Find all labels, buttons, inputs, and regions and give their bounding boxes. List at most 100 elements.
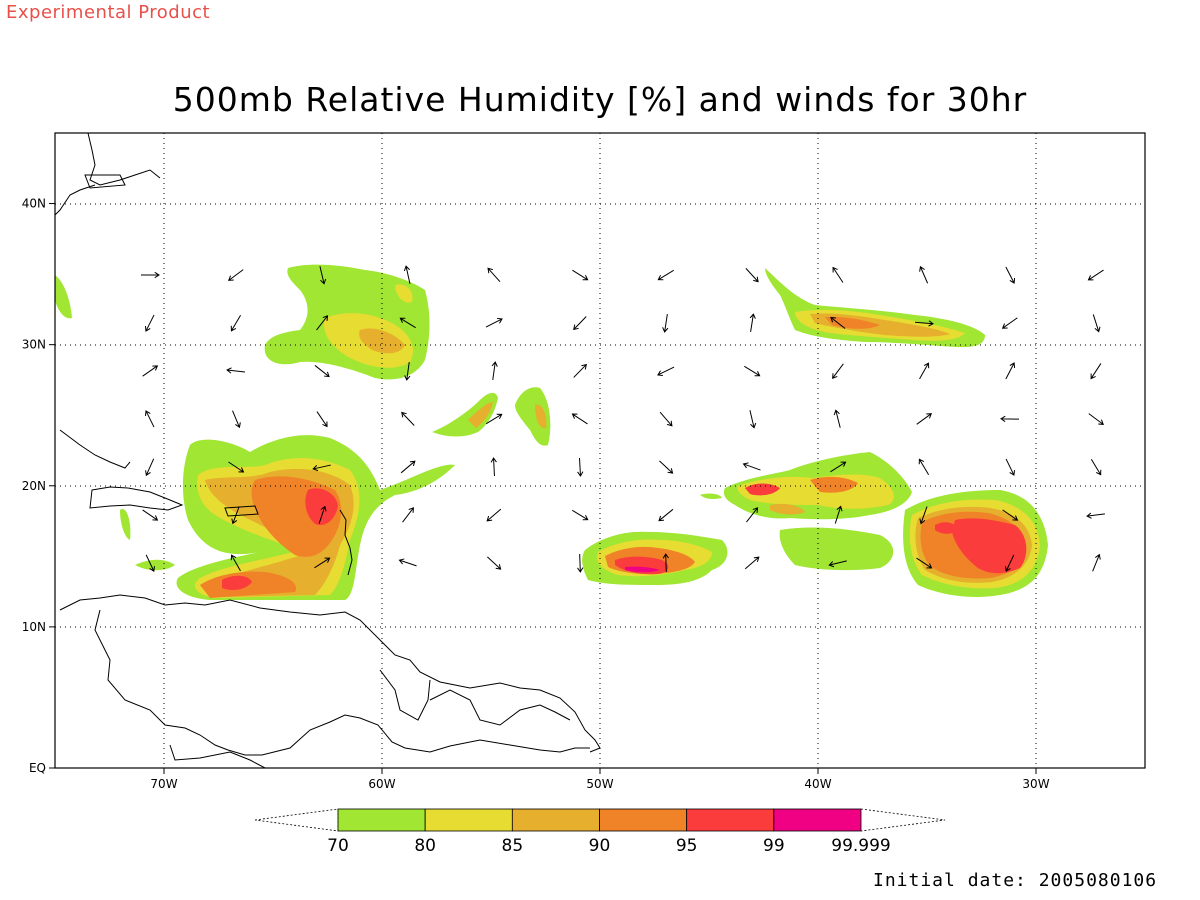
- wind-arrow: [398, 558, 417, 567]
- wind-arrow: [919, 265, 929, 284]
- colorbar: 70 80 85 90 95 99 99.999: [254, 808, 946, 856]
- wind-arrow: [228, 461, 245, 473]
- coast-lesser-antilles: [339, 509, 353, 576]
- rh-patch-west-edge: [55, 275, 72, 319]
- wind-arrow: [318, 505, 327, 524]
- rh-region-north-central: [264, 264, 430, 380]
- wind-arrow: [834, 505, 843, 524]
- wind-arrow: [919, 362, 930, 380]
- chart-title: 500mb Relative Humidity [%] and winds fo…: [172, 80, 1028, 119]
- wind-arrow: [316, 411, 328, 428]
- wind-arrow: [571, 413, 588, 425]
- wind-arrow: [832, 266, 844, 283]
- map-gridlines: [55, 133, 1145, 768]
- rh-region-east-caribbean-wave: [582, 531, 728, 585]
- lon-tick-label: 50W: [586, 777, 613, 791]
- rh-region-filaments: [432, 387, 551, 446]
- wind-arrow: [141, 271, 160, 279]
- wind-arrow: [486, 413, 503, 425]
- coast-cuba: [59, 429, 131, 469]
- colorbar-swatch: [337, 808, 426, 832]
- wind-arrow: [1005, 554, 1015, 572]
- wind-arrow: [1092, 314, 1101, 333]
- colorbar-swatch: [773, 808, 862, 832]
- wind-arrow: [832, 363, 844, 379]
- humidity-field: [55, 264, 1048, 600]
- wind-arrow: [1090, 459, 1102, 476]
- wind-arrow: [572, 509, 589, 521]
- wind-arrow: [919, 506, 928, 525]
- wind-arrow: [231, 506, 240, 525]
- wind-arrow: [916, 557, 933, 569]
- lat-tick-label: 30N: [22, 338, 46, 352]
- colorbar-level-label: 95: [676, 836, 698, 856]
- wind-arrow: [142, 365, 159, 377]
- rh-region-central-atlantic: [723, 452, 912, 571]
- wind-arrow: [1002, 509, 1019, 521]
- wind-arrow: [1001, 317, 1018, 329]
- latitude-axis: EQ 10N 20N 30N 40N: [22, 197, 55, 775]
- wind-arrow: [742, 462, 761, 471]
- wind-arrow: [1086, 512, 1105, 519]
- wind-arrow: [577, 457, 584, 477]
- coast-hispaniola: [89, 486, 184, 511]
- wind-arrow: [577, 553, 584, 573]
- colorbar-swatch: [511, 808, 600, 832]
- wind-arrow: [745, 268, 759, 283]
- wind-arrow: [316, 315, 329, 331]
- wind-arrow: [144, 314, 155, 332]
- wind-arrow: [658, 508, 674, 522]
- colorbar-level-label: 85: [502, 836, 524, 856]
- wind-arrow: [402, 507, 415, 523]
- colorbar-swatch: [424, 808, 513, 832]
- colorbar-level-label: 80: [414, 836, 436, 856]
- rh-region-east-atlantic: [903, 490, 1048, 597]
- wind-arrow: [314, 365, 330, 378]
- wind-arrow: [744, 556, 760, 570]
- wind-arrow: [662, 553, 669, 573]
- wind-arrow: [490, 457, 497, 477]
- wind-arrow: [485, 317, 503, 328]
- wind-arrow: [573, 316, 587, 331]
- longitude-axis: 70W 60W 50W 40W 30W: [150, 768, 1050, 791]
- wind-arrow: [1092, 553, 1101, 572]
- wind-arrow: [399, 317, 416, 329]
- colorbar-level-label: 90: [589, 836, 611, 856]
- wind-arrow: [573, 363, 587, 378]
- lon-tick-label: 60W: [368, 777, 395, 791]
- colorbar-left-triangle: [254, 808, 339, 832]
- wind-arrow: [833, 409, 841, 428]
- wind-arrow: [828, 560, 847, 568]
- wind-arrow: [487, 267, 501, 283]
- wind-arrow: [319, 266, 327, 285]
- wind-arrow: [487, 556, 502, 570]
- lon-tick-label: 30W: [1022, 777, 1049, 791]
- wind-arrow: [657, 269, 674, 281]
- wind-arrow: [230, 314, 241, 332]
- coast-north-america: [55, 133, 161, 216]
- colorbar-right-triangle: [860, 808, 946, 832]
- wind-arrow: [830, 461, 847, 473]
- wind-arrow: [400, 460, 416, 474]
- wind-arrow: [1087, 269, 1104, 281]
- coast-puerto-rico: [224, 505, 259, 517]
- wind-arrow: [1005, 362, 1016, 380]
- rh-patch-tiny: [700, 493, 722, 499]
- wind-arrow: [230, 554, 241, 572]
- wind-arrow: [572, 269, 589, 281]
- coast-venezuela-guyana: [94, 609, 590, 756]
- lat-tick-label: 10N: [22, 620, 46, 634]
- border-guianas: [379, 669, 571, 726]
- rh-region-caribbean: [176, 435, 455, 600]
- wind-arrow: [314, 557, 331, 569]
- wind-arrow: [749, 410, 757, 429]
- wind-arrow: [657, 366, 675, 376]
- wind-arrow: [145, 554, 155, 572]
- rh-region-subtropical-band: [765, 268, 985, 348]
- wind-arrow: [662, 314, 669, 333]
- lat-tick-label: 20N: [22, 479, 46, 493]
- wind-arrow: [1005, 458, 1015, 476]
- wind-arrow: [312, 464, 331, 472]
- wind-arrow: [1000, 415, 1020, 422]
